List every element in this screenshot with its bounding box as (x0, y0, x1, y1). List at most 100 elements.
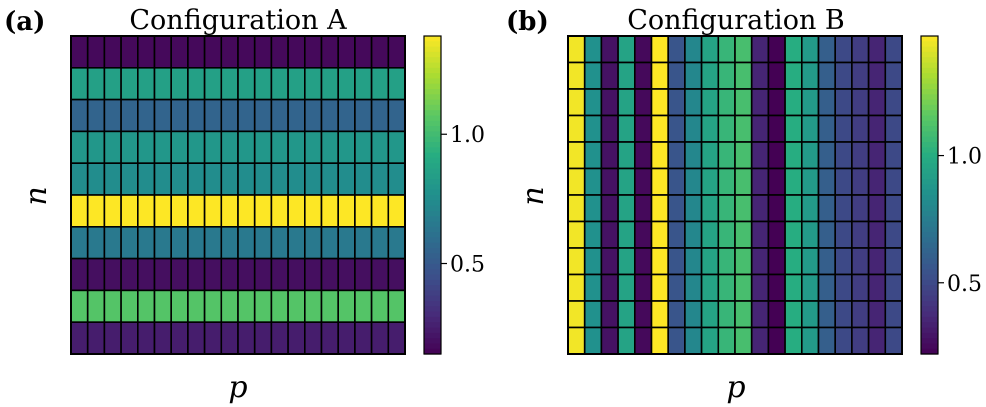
heatmap-cell (70, 226, 89, 260)
heatmap-cell (153, 67, 173, 101)
heatmap-cell (120, 257, 139, 292)
heatmap-cell (567, 326, 586, 355)
heatmap-cell (583, 247, 603, 276)
colorbar-segment (424, 147, 441, 154)
heatmap-cell (337, 289, 356, 323)
heatmap-cell (684, 167, 703, 196)
heatmap-cell (684, 220, 703, 249)
heatmap-cell (303, 130, 323, 164)
colorbar-segment (424, 157, 441, 164)
panel-a-xlabel: p (228, 370, 247, 405)
heatmap-cell (750, 326, 770, 355)
heatmap-cell (851, 141, 870, 170)
heatmap-cell (834, 141, 853, 170)
heatmap-cell (784, 88, 803, 117)
heatmap-cell (203, 226, 223, 260)
heatmap-cell (153, 226, 173, 260)
heatmap-cell (700, 220, 720, 249)
heatmap-cell (684, 35, 703, 64)
heatmap-cell (784, 273, 803, 302)
heatmap-cell (220, 67, 239, 101)
colorbar-tick-label: 1.0 (450, 123, 485, 148)
heatmap-cell (354, 289, 373, 323)
heatmap-cell (684, 61, 703, 90)
heatmap-cell (750, 35, 770, 64)
heatmap-cell (684, 273, 703, 302)
heatmap-cell (884, 247, 903, 276)
heatmap-cell (617, 141, 636, 170)
heatmap-cell (103, 289, 122, 323)
heatmap-cell (717, 247, 736, 276)
heatmap-cell (153, 321, 173, 355)
heatmap-cell (817, 141, 837, 170)
heatmap-cell (633, 273, 653, 302)
colorbar-segment (424, 311, 441, 318)
colorbar-segment (424, 110, 441, 117)
heatmap-cell (750, 220, 770, 249)
colorbar-segment (921, 306, 938, 313)
heatmap-cell (86, 35, 106, 69)
colorbar-segment (424, 152, 441, 159)
heatmap-cell (834, 167, 853, 196)
heatmap-cell (767, 141, 786, 170)
heatmap-cell (103, 226, 122, 260)
heatmap-cell (253, 67, 273, 101)
heatmap-cell (137, 67, 156, 101)
heatmap-cell (717, 141, 736, 170)
colorbar-segment (424, 253, 441, 260)
colorbar-segment (424, 242, 441, 249)
heatmap-cell (287, 289, 306, 323)
colorbar-segment (921, 295, 938, 302)
heatmap-cell (303, 289, 323, 323)
heatmap-cell (270, 257, 289, 292)
heatmap-cell (120, 321, 139, 355)
heatmap-cell (700, 141, 720, 170)
heatmap-cell (187, 162, 206, 196)
colorbar-segment (921, 258, 938, 265)
heatmap-cell (320, 194, 340, 228)
colorbar-segment (424, 73, 441, 79)
colorbar-segment (424, 94, 441, 101)
heatmap-cell (700, 114, 720, 143)
heatmap-cell (220, 194, 239, 228)
heatmap-cell (253, 35, 273, 69)
heatmap-cell (767, 194, 786, 223)
colorbar-tick-label: 0.5 (947, 272, 982, 297)
heatmap-cell (817, 88, 837, 117)
heatmap-cell (137, 289, 156, 323)
heatmap-cell (817, 61, 837, 90)
heatmap-cell (103, 67, 122, 101)
heatmap-cell (650, 35, 670, 64)
heatmap-cell (717, 61, 736, 90)
colorbar-segment (424, 327, 441, 334)
colorbar-segment (921, 62, 938, 69)
heatmap-cell (617, 326, 636, 355)
heatmap-cell (337, 35, 356, 69)
colorbar-segment (424, 173, 441, 180)
heatmap-cell (767, 220, 786, 249)
panel-a-title: Configuration A (129, 5, 347, 36)
heatmap-cell (867, 273, 887, 302)
heatmap-cell (851, 300, 870, 329)
heatmap-cell (153, 194, 173, 228)
heatmap-cell (237, 257, 256, 292)
heatmap-cell (567, 35, 586, 64)
colorbar-segment (424, 232, 441, 238)
colorbar-segment (921, 221, 938, 228)
heatmap-cell (817, 114, 837, 143)
colorbar-segment (424, 57, 441, 64)
heatmap-cell (800, 220, 820, 249)
colorbar-segment (921, 226, 938, 233)
heatmap-cell (137, 130, 156, 164)
heatmap-cell (337, 226, 356, 260)
colorbar-segment (921, 78, 938, 85)
heatmap-cell (884, 35, 903, 64)
heatmap-cell (170, 130, 189, 164)
heatmap-cell (220, 35, 239, 69)
heatmap-cell (851, 220, 870, 249)
colorbar-segment (424, 163, 441, 170)
colorbar-segment (921, 163, 938, 170)
heatmap-cell (734, 273, 753, 302)
heatmap-cell (153, 130, 173, 164)
heatmap-cell (650, 61, 670, 90)
